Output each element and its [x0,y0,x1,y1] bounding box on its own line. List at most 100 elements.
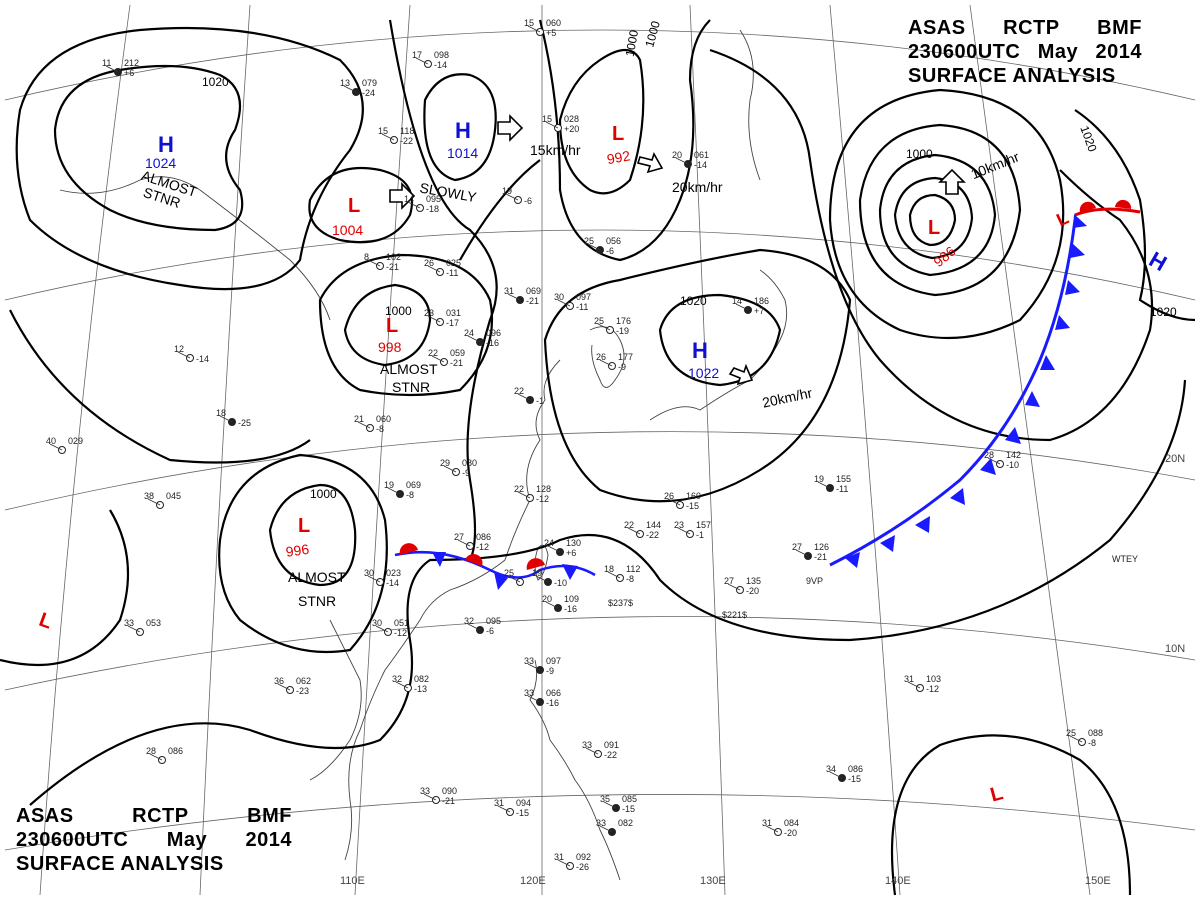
station-pressure: 080 [462,458,477,468]
station-pressure: 157 [696,520,711,530]
low-marker: L [1053,207,1071,230]
station-tendency: -11 [446,268,458,278]
station-tendency: +6 [566,548,576,558]
front-triangle [1040,355,1055,370]
station-temperature: 33 [596,818,606,828]
warm-front-semicircle [1079,201,1096,212]
station-temperature: 26 [424,258,434,268]
station-temperature: 36 [274,676,284,686]
station-circle-icon [536,28,544,36]
station-tendency: -9 [546,666,554,676]
wind-barb-icon [105,65,119,73]
station-plot: 14 186+7 [732,296,769,316]
station-temperature: 15 [524,18,534,28]
station-temperature: 23 [674,520,684,530]
station-pressure: 142 [1006,450,1021,460]
longitude-line [689,4,726,896]
station-temperature: 24 [544,538,554,548]
station-tendency: -12 [926,684,939,694]
isobar [543,248,852,503]
station-plot: 19 -6 [502,186,532,206]
station-tendency: +6 [124,68,134,78]
station-plot: 15 028+20 [542,114,579,134]
station-temperature: 15 [542,114,552,124]
station-plot: 31 092-26 [554,852,591,872]
wind-barb-icon [607,571,621,579]
header-code: BMF [1097,17,1142,39]
wind-barb-icon [407,201,421,209]
station-temperature: 28 [984,450,994,460]
station-plot: 40 029 [46,436,83,454]
low-value: 992 [606,147,632,167]
station-tendency: -16 [564,604,577,614]
station-plot: 23 031-17 [424,308,461,328]
wind-barb-icon [557,299,571,307]
station-pressure: 112 [626,564,640,574]
station-plot: 18 112-8 [604,564,640,584]
station-temperature: 31 [494,798,504,808]
station-plot: 30 097-11 [554,292,591,312]
isobar [423,73,497,182]
station-plot: 12 -14 [174,344,209,364]
station-plot: 33 053 [124,618,161,636]
station-tendency: -14 [196,354,209,364]
header-time: 230600UTC [16,829,129,851]
isobar [878,153,997,277]
wind-barb-icon [795,549,809,557]
misc-label: 9VP [806,576,823,586]
station-tendency: -12 [394,628,407,638]
movement-arrows [389,114,966,386]
station-tendency: -11 [836,484,848,494]
station-plot: 15 060+5 [524,18,561,38]
station-plot: 26 025-11 [424,258,461,278]
station-pressure: 061 [694,150,709,160]
station-plot: 19 069-8 [384,480,421,500]
latitude-line [4,29,1196,101]
station-plot: 19 -10 [532,568,567,588]
movement-label: 20km/hr [761,384,814,410]
isobar [908,193,957,247]
wind-barb-icon [381,133,395,141]
isobar-label: 1000 [385,304,412,318]
station-tendency: -20 [746,586,759,596]
station-tendency: -6 [524,196,532,206]
station-temperature: 26 [596,352,606,362]
longitude-label: 110E [340,875,365,887]
station-pressure: 060 [376,414,391,424]
station-plot: 30 023-14 [364,568,401,588]
wind-barb-icon [599,825,613,833]
isobar [318,253,494,397]
wind-barb-icon [505,193,519,201]
station-temperature: 22 [428,348,438,358]
front-triangle [845,552,860,568]
station-temperature: 31 [904,674,914,684]
station-pressure: 095 [486,616,501,626]
system-note: STNR [392,379,430,395]
station-pressure: 177 [618,352,633,362]
station-plot: 27 135-20 [724,576,761,596]
station-plot: 22 128-12 [514,484,551,504]
station-pressure: 086 [476,532,491,542]
wind-barb-icon [545,601,559,609]
station-plot: 35 085-15 [600,794,637,814]
high-value: 1022 [688,365,719,381]
station-tendency: -9 [618,362,626,372]
longitude-label: 150E [1085,875,1111,887]
station-tendency: -16 [486,338,499,348]
station-pressure: 085 [622,794,637,804]
station-tendency: +5 [546,28,556,38]
low-marker: L [348,195,360,217]
warm-semicircle [526,558,545,570]
station-tendency: -8 [626,574,634,584]
station-pressure: 023 [386,568,401,578]
station-temperature: 30 [554,292,564,302]
low-value: 986 [930,243,958,270]
station-temperature: 25 [584,236,594,246]
station-temperature: 25 [504,568,514,578]
coast-china [344,359,561,861]
front-triangle [1065,280,1080,295]
station-tendency: -21 [814,552,827,562]
wind-barb-icon [467,335,481,343]
station-temperature: 21 [354,414,364,424]
